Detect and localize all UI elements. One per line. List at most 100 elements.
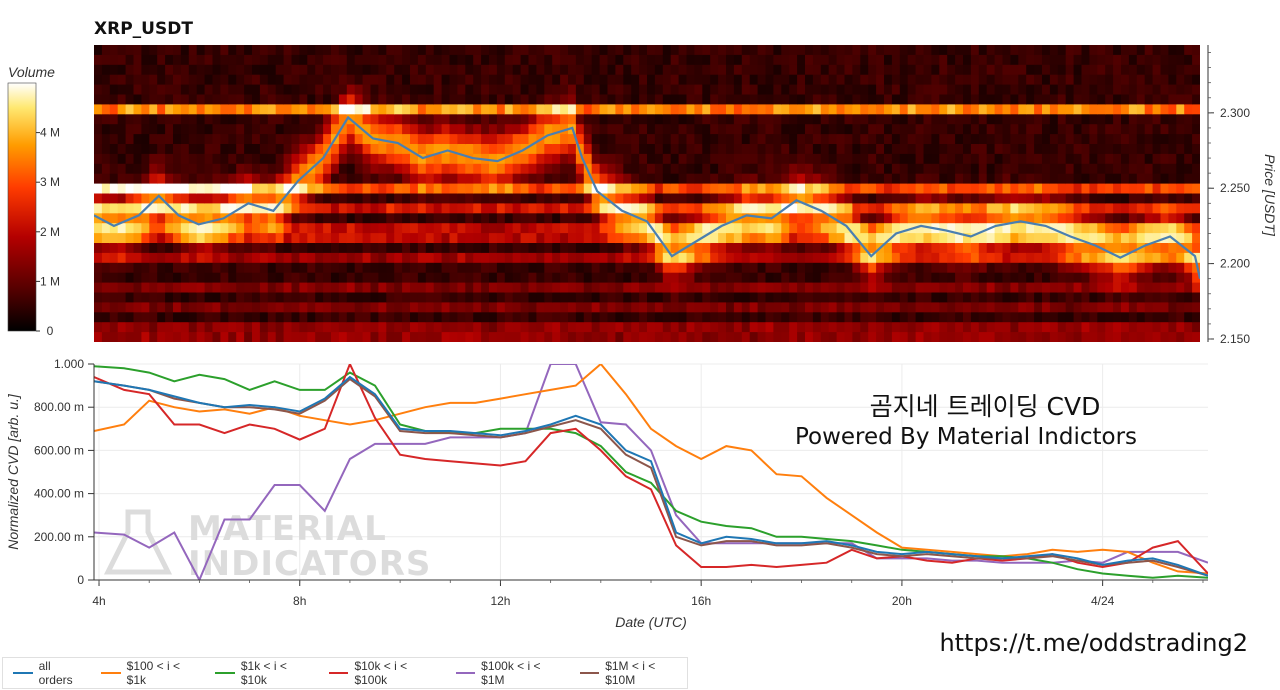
heatmap-cell <box>1176 163 1185 175</box>
heatmap-cell <box>1034 213 1043 224</box>
heatmap-cell <box>315 94 324 105</box>
heatmap-cell <box>1160 292 1169 303</box>
heatmap-cell <box>939 243 948 254</box>
heatmap-cell <box>844 84 853 96</box>
telegram-link[interactable]: https://t.me/oddstrading2 <box>939 629 1248 657</box>
heatmap-cell <box>520 312 530 323</box>
heatmap-cell <box>1073 243 1083 254</box>
heatmap-cell <box>986 183 996 195</box>
heatmap-cell <box>836 54 846 66</box>
heatmap-cell <box>726 213 735 224</box>
heatmap-cell <box>267 243 277 254</box>
heatmap-cell <box>836 114 846 125</box>
heatmap-cell <box>686 193 695 204</box>
heatmap-cell <box>591 203 601 214</box>
heatmap-cell <box>583 233 593 244</box>
heatmap-cell <box>331 183 340 195</box>
heatmap-cell <box>939 153 948 165</box>
heatmap-cell <box>789 252 798 264</box>
heatmap-cell <box>986 94 996 105</box>
heatmap-cell <box>346 54 356 66</box>
heatmap-cell <box>1121 252 1130 264</box>
heatmap-cell <box>970 144 980 155</box>
heatmap-cell <box>876 272 885 284</box>
heatmap-cell <box>544 153 553 165</box>
heatmap-cell <box>410 134 419 145</box>
heatmap-cell <box>923 302 932 313</box>
heatmap-cell <box>836 272 846 284</box>
heatmap-cell <box>923 64 932 76</box>
heatmap-cell <box>560 262 569 274</box>
heatmap-cell <box>726 292 735 303</box>
heatmap-cell <box>433 292 443 303</box>
heatmap-cell <box>236 332 245 342</box>
legend-item[interactable]: $1k < i < $10k <box>215 659 315 687</box>
heatmap-cell <box>1002 153 1011 165</box>
heatmap-cell <box>552 54 561 66</box>
heatmap-cell <box>970 282 980 294</box>
heatmap-cell <box>1121 233 1130 244</box>
heatmap-cell <box>299 54 308 66</box>
heatmap-cell <box>733 262 743 274</box>
legend-item[interactable]: $10k < i < $100k <box>328 659 442 687</box>
heatmap-cell <box>346 193 356 204</box>
heatmap-cell <box>891 124 901 135</box>
heatmap-cell <box>670 64 680 76</box>
heatmap-cell <box>196 292 206 303</box>
legend-item[interactable]: all orders <box>13 659 87 687</box>
heatmap-cell <box>212 203 221 214</box>
heatmap-cell <box>425 45 435 56</box>
heatmap-cell <box>812 183 822 195</box>
heatmap-cell <box>402 114 411 125</box>
heatmap-cell <box>94 163 103 175</box>
heatmap-cell <box>828 312 838 323</box>
heatmap-cell <box>963 173 972 185</box>
heatmap-cell <box>331 104 340 115</box>
heatmap-cell <box>252 45 261 56</box>
heatmap-cell <box>394 302 403 313</box>
heatmap-cell <box>860 153 869 165</box>
heatmap-cell <box>1136 272 1146 284</box>
heatmap-cell <box>1160 94 1169 105</box>
heatmap-cell <box>196 272 206 284</box>
heatmap-cell <box>797 193 806 204</box>
heatmap-cell <box>915 252 925 264</box>
legend-item[interactable]: $100k < i < $1M <box>455 659 566 687</box>
heatmap-cell <box>481 332 490 342</box>
legend-item[interactable]: $100 < i < $1k <box>101 659 201 687</box>
heatmap-cell <box>741 233 751 244</box>
heatmap-cell <box>1010 84 1019 96</box>
heatmap-cell <box>473 45 482 56</box>
heatmap-cell <box>307 322 316 333</box>
heatmap-cell <box>686 173 695 185</box>
heatmap-cell <box>457 243 466 254</box>
heatmap-cell <box>212 322 221 333</box>
heatmap-cell <box>654 322 664 333</box>
heatmap-cell <box>101 134 111 145</box>
heatmap-cell <box>1160 84 1169 96</box>
heatmap-cell <box>244 84 253 96</box>
heatmap-cell <box>196 54 206 66</box>
heatmap-cell <box>812 193 822 204</box>
heatmap-cell <box>568 183 577 195</box>
legend-item[interactable]: $1M < i < $10M <box>579 659 687 687</box>
heatmap-cell <box>196 74 206 86</box>
heatmap-cell <box>141 292 150 303</box>
heatmap-cell <box>1168 223 1177 234</box>
heatmap-cell <box>1065 45 1075 56</box>
heatmap-cell <box>101 84 111 96</box>
heatmap-cell <box>496 312 506 323</box>
heatmap-cell <box>686 45 695 56</box>
heatmap-cell <box>504 312 514 323</box>
heatmap-cell <box>820 84 830 96</box>
heatmap-cell <box>1176 134 1185 145</box>
heatmap-cell <box>718 312 727 323</box>
heatmap-cell <box>757 243 767 254</box>
heatmap-cell <box>1113 193 1122 204</box>
heatmap-cell <box>923 163 932 175</box>
heatmap-cell <box>307 203 316 214</box>
heatmap-cell <box>607 173 616 185</box>
heatmap-cell <box>718 243 727 254</box>
heatmap-cell <box>1034 272 1043 284</box>
